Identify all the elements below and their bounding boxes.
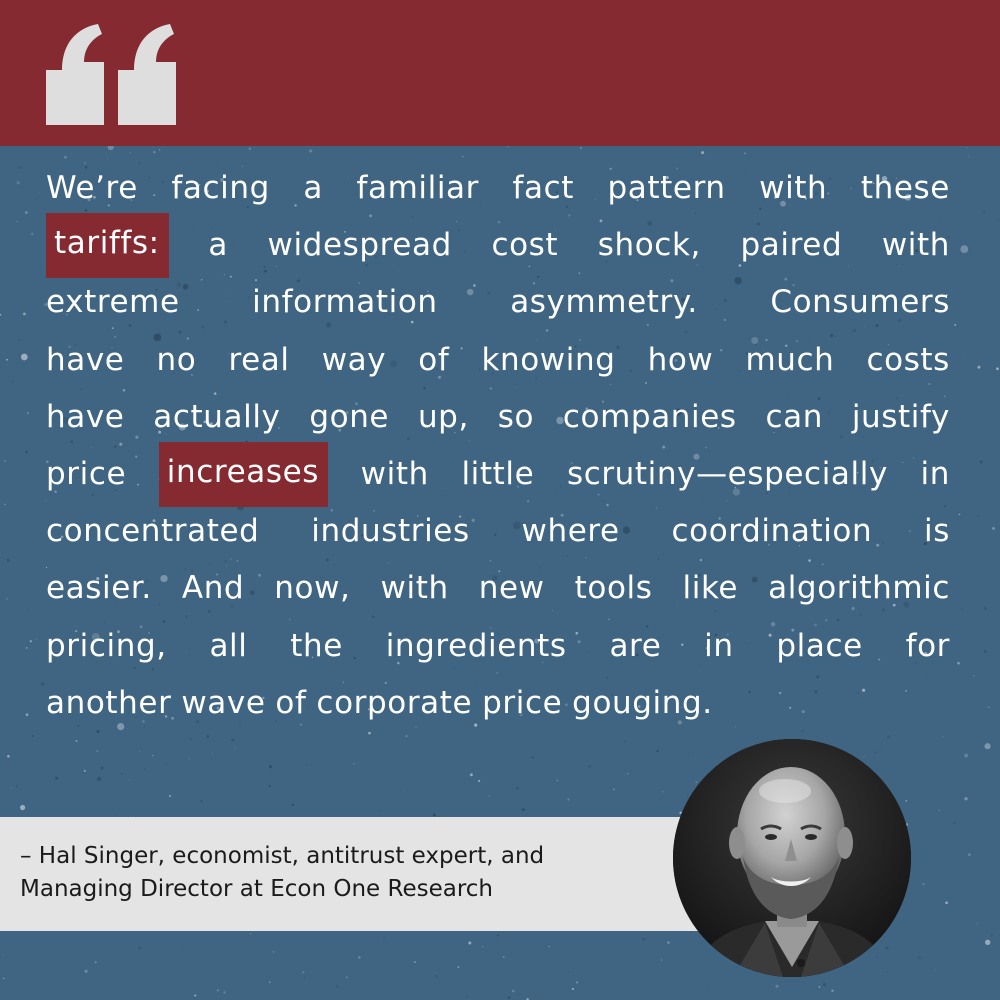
quote-word: tools <box>574 570 653 607</box>
quote-word: scrutiny—especially <box>566 455 888 492</box>
attribution-band <box>0 817 720 931</box>
quote-word: no <box>156 341 197 378</box>
attribution-line-2: Managing Director at Econ One Research <box>20 876 493 902</box>
quote-word: with <box>360 455 429 492</box>
quote-word: shock, <box>597 227 701 264</box>
quote-word: the <box>290 627 343 664</box>
quote-word: information <box>252 284 438 321</box>
quote-line: concentrated industries where coordination i… <box>46 503 950 560</box>
quote-word: gouging. <box>572 684 713 721</box>
quote-line: easier. And now, with new tools like algorithmi… <box>46 560 950 617</box>
attribution-line-1: – Hal Singer, economist, antitrust exper… <box>20 843 545 869</box>
quote-word: where <box>521 513 620 550</box>
portrait-photo <box>673 739 911 977</box>
quote-word: fact <box>512 170 575 206</box>
quote-word: another <box>46 684 172 721</box>
quote-line: extreme information asymmetry. Consumers <box>46 274 950 331</box>
quote-word: concentrated <box>46 513 260 550</box>
quote-word: how <box>647 341 714 378</box>
quote-word: industries <box>311 513 470 550</box>
quote-word: facing <box>171 170 270 206</box>
portrait-illustration <box>673 739 911 977</box>
quote-line: another wave of corporate price gouging. <box>46 675 950 732</box>
quote-word: gone <box>309 398 390 435</box>
quote-word: price <box>46 455 127 492</box>
quote-word: ingredients <box>385 627 567 664</box>
quote-word: actually <box>153 398 281 435</box>
quote-word: little <box>461 455 535 492</box>
quote-word: is <box>924 513 950 550</box>
quote-word: companies <box>562 398 737 435</box>
highlighted-word: tariffs: <box>46 213 169 279</box>
quote-word: like <box>682 570 739 607</box>
quote-word: with <box>380 570 449 607</box>
quote-word: asymmetry. <box>510 284 698 321</box>
quote-word: in <box>920 455 950 492</box>
quote-word: widespread <box>267 227 452 264</box>
quote-word: much <box>745 341 835 378</box>
quote-word: have <box>46 398 125 435</box>
quote-word: corporate <box>316 684 473 721</box>
quote-word: a <box>208 227 228 264</box>
quote-word: in <box>704 627 734 664</box>
open-quote-icon <box>46 24 176 125</box>
quote-word: these <box>860 170 950 206</box>
quote-text: We’re facing a familiar fact pattern with these… <box>46 160 950 732</box>
quote-word: are <box>609 627 662 664</box>
quote-word: pattern <box>607 170 726 206</box>
quote-word: wave <box>181 684 266 721</box>
quote-word: knowing <box>481 341 616 378</box>
quote-word: coordination <box>671 513 873 550</box>
quote-word: cost <box>491 227 559 264</box>
quote-word: price <box>482 684 563 721</box>
quote-word: costs <box>866 341 950 378</box>
quote-word: familiar <box>356 170 480 206</box>
quote-word: justify <box>851 398 950 435</box>
quote-line: have actually gone up, so companies can justify <box>46 389 950 446</box>
quote-word: Consumers <box>770 284 950 321</box>
quote-word: have <box>46 341 125 378</box>
quote-word: algorithmic <box>768 570 950 607</box>
quote-word: now, <box>274 570 351 607</box>
quote-word: place <box>776 627 863 664</box>
quote-word: with <box>759 170 828 206</box>
quote-word: paired <box>740 227 843 264</box>
quote-word: so <box>497 398 535 435</box>
quote-word: We’re <box>46 170 138 206</box>
highlighted-word: increases <box>158 441 329 508</box>
quote-word: pricing, <box>46 627 167 664</box>
quote-word: easier. <box>46 570 152 607</box>
quote-word: with <box>881 227 950 264</box>
attribution: – Hal Singer, economist, antitrust exper… <box>20 840 544 906</box>
quote-word: all <box>209 627 248 664</box>
quote-word: up, <box>417 398 469 435</box>
quote-word: of <box>275 684 307 721</box>
quote-word: way <box>321 341 387 378</box>
quote-word: new <box>478 570 545 607</box>
quote-line: have no real way of knowing how much costs <box>46 332 950 389</box>
quote-line: We’re facing a familiar fact pattern with these <box>46 160 950 217</box>
quote-word: And <box>181 570 245 607</box>
quote-line: pricing, all the ingredients are in place for <box>46 618 950 675</box>
quote-line: price increases with little scrutiny—especia… <box>46 441 950 508</box>
quote-word: can <box>765 398 824 435</box>
quote-word: for <box>905 627 950 664</box>
quote-line: tariffs: a widespread cost shock, paired with <box>46 213 950 279</box>
quote-word: extreme <box>46 284 180 321</box>
quote-word: real <box>228 341 290 378</box>
quote-word: of <box>418 341 450 378</box>
quote-word: a <box>303 170 324 206</box>
